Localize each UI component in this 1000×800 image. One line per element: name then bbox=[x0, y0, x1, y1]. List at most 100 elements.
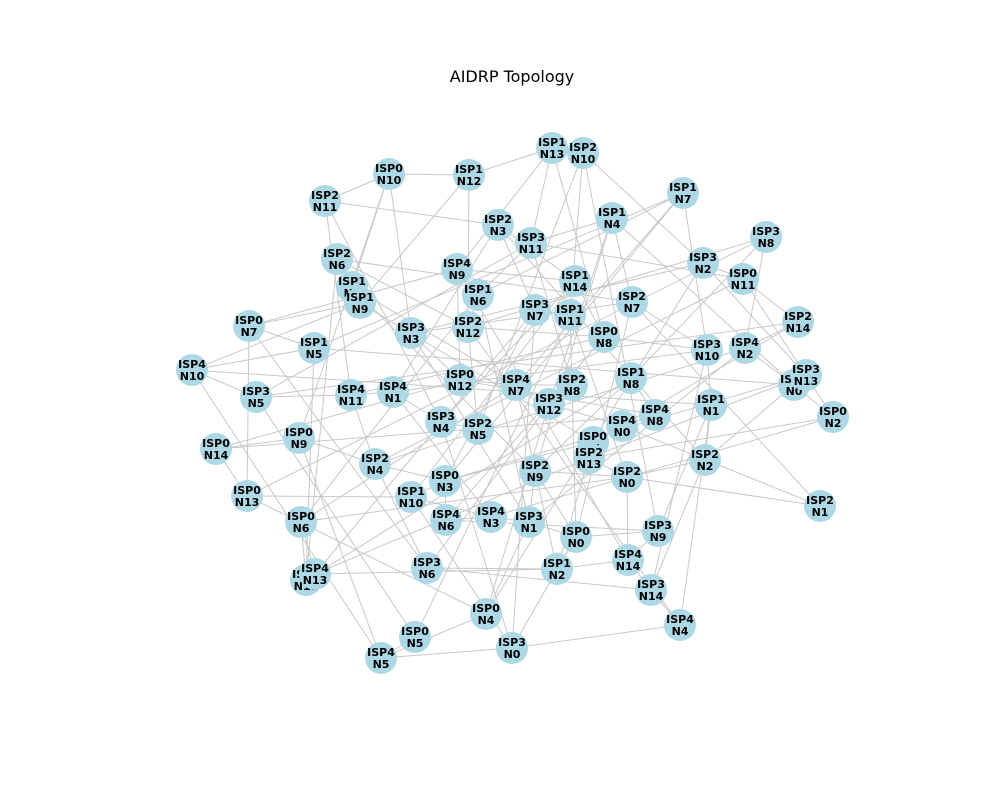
node-circle bbox=[519, 455, 551, 487]
node-circle bbox=[335, 379, 367, 411]
edge-isp1-n13-isp4-n9 bbox=[456, 147, 553, 270]
node-label-isp: ISP4 bbox=[641, 403, 669, 416]
edge-isp4-n9-isp1-n14 bbox=[456, 268, 576, 282]
node-label-node: N7 bbox=[241, 326, 258, 339]
node-label-isp: ISP2 bbox=[454, 315, 482, 328]
node-label-node: N2 bbox=[825, 417, 842, 430]
node-circle bbox=[556, 369, 588, 401]
node-label-node: N9 bbox=[449, 269, 466, 282]
node-label-node: N2 bbox=[549, 569, 566, 582]
node-circle bbox=[283, 422, 315, 454]
edge-isp0-n10-isp3-n3 bbox=[388, 173, 412, 334]
node-label-node: N8 bbox=[596, 337, 613, 350]
node-circle bbox=[533, 388, 565, 420]
node-label-isp: ISP1 bbox=[543, 557, 571, 570]
node-circle bbox=[642, 515, 674, 547]
node-label-node: N9 bbox=[527, 471, 544, 484]
node-circle bbox=[200, 433, 232, 465]
node-label-isp: ISP3 bbox=[498, 636, 526, 649]
node-label-isp: ISP2 bbox=[618, 290, 646, 303]
edge-isp2-n10-isp3-n9 bbox=[582, 152, 659, 532]
edge-isp3-n8-isp4-n2 bbox=[744, 236, 767, 349]
node-circle bbox=[462, 413, 494, 445]
node-circle bbox=[321, 243, 353, 275]
node-label-node: N6 bbox=[470, 295, 487, 308]
node-circle bbox=[727, 263, 759, 295]
node-circle bbox=[470, 598, 502, 630]
node-label-node: N6 bbox=[438, 520, 455, 533]
node-circle bbox=[667, 177, 699, 209]
node-label-node: N11 bbox=[313, 201, 338, 214]
node-label-node: N0 bbox=[614, 426, 631, 439]
node-label-isp: ISP0 bbox=[401, 625, 429, 638]
node-label-node: N6 bbox=[329, 259, 346, 272]
edge-isp0-n9-isp4-n5 bbox=[298, 437, 382, 659]
node-label-node: N1 bbox=[521, 522, 538, 535]
node-circle bbox=[560, 521, 592, 553]
node-label-isp: ISP0 bbox=[287, 510, 315, 523]
edge-isp2-n2-isp3-n14 bbox=[650, 459, 706, 591]
node-label-isp: ISP3 bbox=[517, 231, 545, 244]
node-label-isp: ISP1 bbox=[464, 283, 492, 296]
node-label-node: N3 bbox=[490, 225, 507, 238]
node-label-node: N0 bbox=[568, 537, 585, 550]
node-label-isp: ISP2 bbox=[484, 213, 512, 226]
node-label-isp: ISP4 bbox=[477, 505, 505, 518]
node-label-isp: ISP4 bbox=[608, 414, 636, 427]
edge-isp2-n3-isp4-n1 bbox=[392, 224, 499, 393]
node-label-node: N12 bbox=[448, 380, 473, 393]
edge-isp3-n1-isp0-n4 bbox=[485, 521, 530, 615]
node-label-node: N12 bbox=[456, 327, 481, 340]
node-circle bbox=[588, 321, 620, 353]
node-label-node: N11 bbox=[731, 279, 756, 292]
node-label-isp: ISP2 bbox=[784, 310, 812, 323]
edge-isp2-n12-isp0-n8 bbox=[467, 326, 605, 338]
node-label-isp: ISP1 bbox=[455, 163, 483, 176]
edge-isp0-n12-isp0-n14 bbox=[215, 379, 461, 450]
node-label-isp: ISP1 bbox=[556, 303, 584, 316]
node-circle bbox=[377, 376, 409, 408]
node-label-node: N9 bbox=[650, 531, 667, 544]
node-label-node: N11 bbox=[519, 243, 544, 256]
node-label-isp: ISP0 bbox=[729, 267, 757, 280]
node-label-isp: ISP4 bbox=[614, 548, 642, 561]
node-circle bbox=[615, 362, 647, 394]
edge-isp1-n9-isp0-n7 bbox=[248, 302, 361, 327]
node-label-node: N11 bbox=[558, 315, 583, 328]
edge-isp1-n5-isp4-n12 bbox=[305, 347, 315, 581]
edge-isp2-n11-isp2-n3 bbox=[324, 200, 499, 226]
node-label-isp: ISP3 bbox=[644, 519, 672, 532]
node-label-isp: ISP0 bbox=[235, 314, 263, 327]
edge-isp1-n8-isp2-n9 bbox=[534, 377, 632, 472]
node-circle bbox=[519, 294, 551, 326]
node-circle bbox=[513, 506, 545, 538]
edge-isp3-n0-isp4-n4 bbox=[511, 624, 681, 649]
edge-isp3-n8-isp2-n12 bbox=[467, 236, 767, 328]
node-circle bbox=[782, 306, 814, 338]
node-label-isp: ISP0 bbox=[579, 430, 607, 443]
node-circle bbox=[430, 504, 462, 536]
node-label-node: N10 bbox=[377, 174, 402, 187]
node-circle bbox=[750, 221, 782, 253]
node-label-isp: ISP2 bbox=[464, 417, 492, 430]
node-label-node: N1 bbox=[812, 506, 829, 519]
